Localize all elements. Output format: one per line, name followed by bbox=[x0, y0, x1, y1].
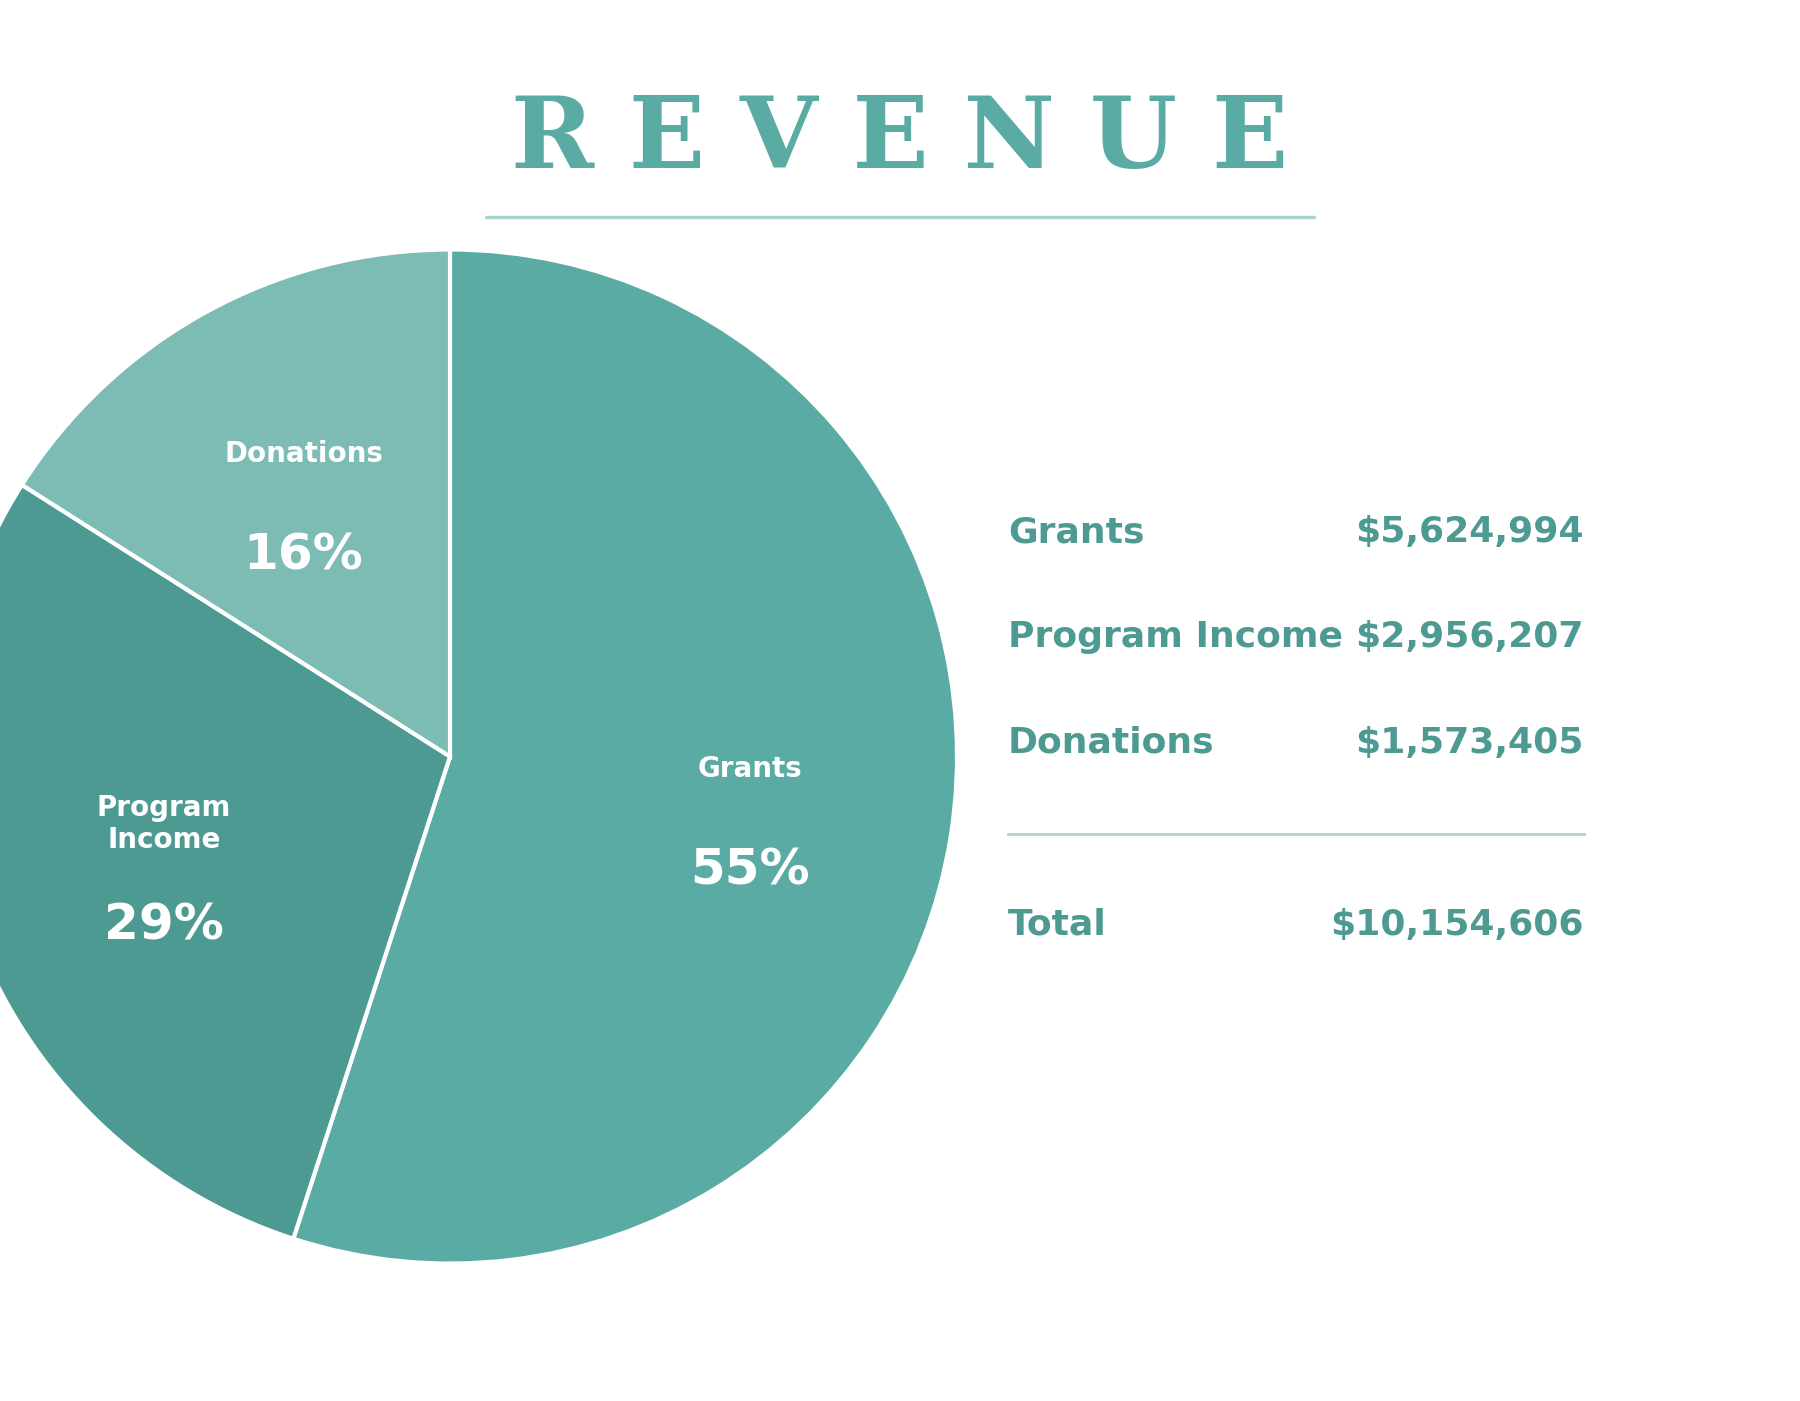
Text: Grants: Grants bbox=[1008, 516, 1145, 549]
Text: $2,956,207: $2,956,207 bbox=[1355, 621, 1584, 654]
Text: $10,154,606: $10,154,606 bbox=[1330, 908, 1584, 941]
Wedge shape bbox=[22, 249, 450, 757]
Text: Program Income: Program Income bbox=[1008, 621, 1343, 654]
Wedge shape bbox=[0, 485, 450, 1238]
Text: 55%: 55% bbox=[691, 846, 810, 894]
Text: $5,624,994: $5,624,994 bbox=[1355, 516, 1584, 549]
Text: 16%: 16% bbox=[243, 532, 364, 580]
Text: Program
Income: Program Income bbox=[97, 794, 230, 855]
Text: Grants: Grants bbox=[698, 755, 803, 783]
Text: Donations: Donations bbox=[223, 440, 383, 468]
Text: Total: Total bbox=[1008, 908, 1107, 941]
Wedge shape bbox=[293, 249, 958, 1264]
Text: 29%: 29% bbox=[104, 901, 223, 950]
Text: R E V E N U E: R E V E N U E bbox=[511, 91, 1289, 189]
Text: $1,573,405: $1,573,405 bbox=[1355, 726, 1584, 759]
Text: Donations: Donations bbox=[1008, 726, 1215, 759]
